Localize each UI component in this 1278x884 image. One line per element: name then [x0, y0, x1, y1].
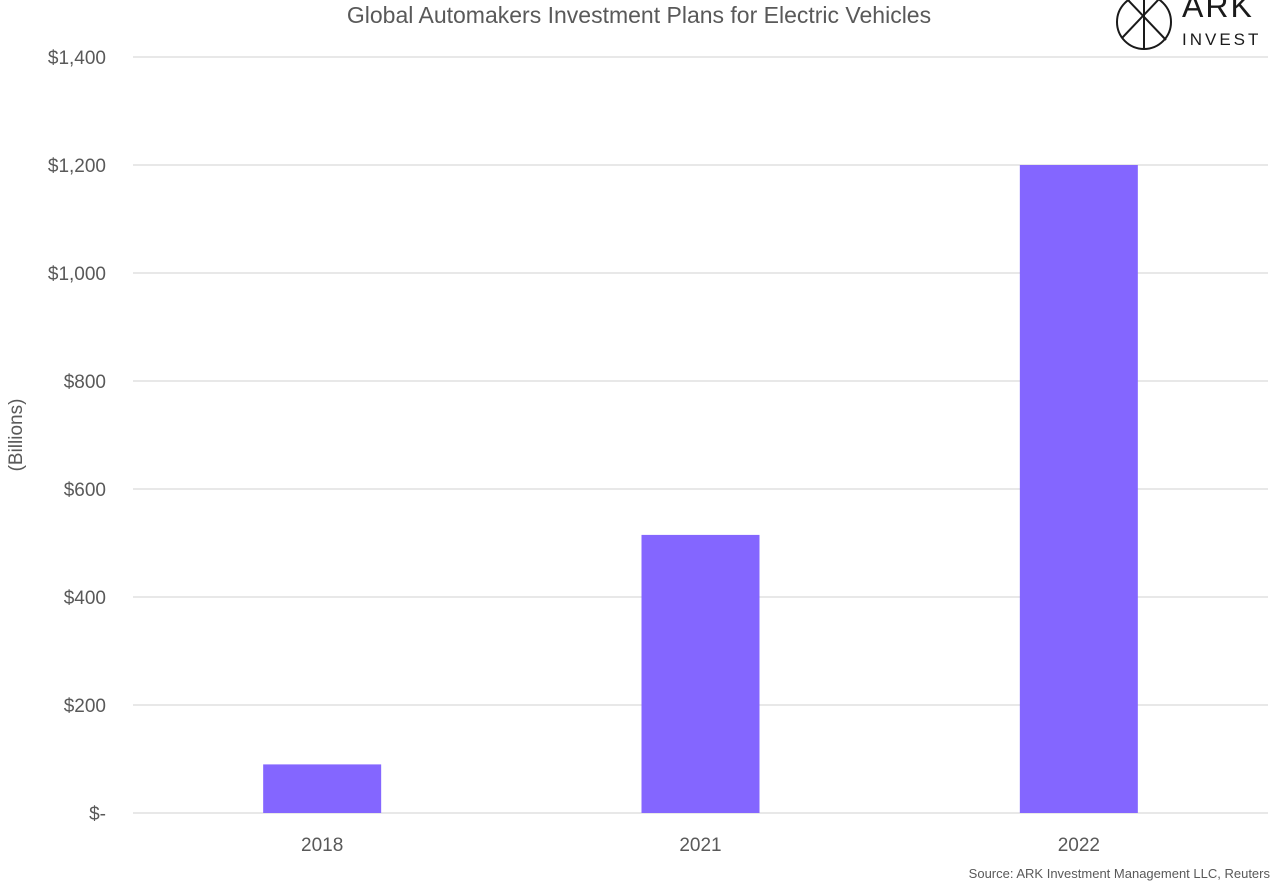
- chart-title: Global Automakers Investment Plans for E…: [346, 2, 932, 28]
- x-tick-label: 2018: [301, 835, 343, 856]
- y-tick-label: $400: [64, 588, 106, 609]
- y-tick-label: $600: [64, 480, 106, 501]
- source-note: Source: ARK Investment Management LLC, R…: [968, 866, 1270, 881]
- logo-wordmark: ARK: [1182, 0, 1254, 24]
- y-axis-ticks: $- $200 $400 $600 $800 $1,000 $1,200 $1,400: [48, 48, 106, 825]
- x-axis-ticks: 2018 2021 2022: [301, 835, 1100, 856]
- x-tick-label: 2021: [679, 835, 721, 856]
- y-tick-label: $1,200: [48, 156, 106, 177]
- logo-subtitle: INVEST: [1182, 30, 1262, 49]
- bar-2018: [263, 764, 382, 813]
- ark-compass-icon: [1116, 0, 1172, 50]
- y-tick-label: $1,400: [48, 48, 106, 69]
- ark-invest-logo: ARK INVEST: [1114, 0, 1278, 50]
- x-tick-label: 2022: [1058, 835, 1100, 856]
- y-tick-label: $200: [64, 696, 106, 717]
- y-tick-label: $1,000: [48, 264, 106, 285]
- y-tick-label: $-: [89, 804, 106, 825]
- bar-2022: [1019, 165, 1138, 813]
- y-tick-label: $800: [64, 372, 106, 393]
- bars: [263, 165, 1138, 813]
- bar-2021: [641, 534, 760, 813]
